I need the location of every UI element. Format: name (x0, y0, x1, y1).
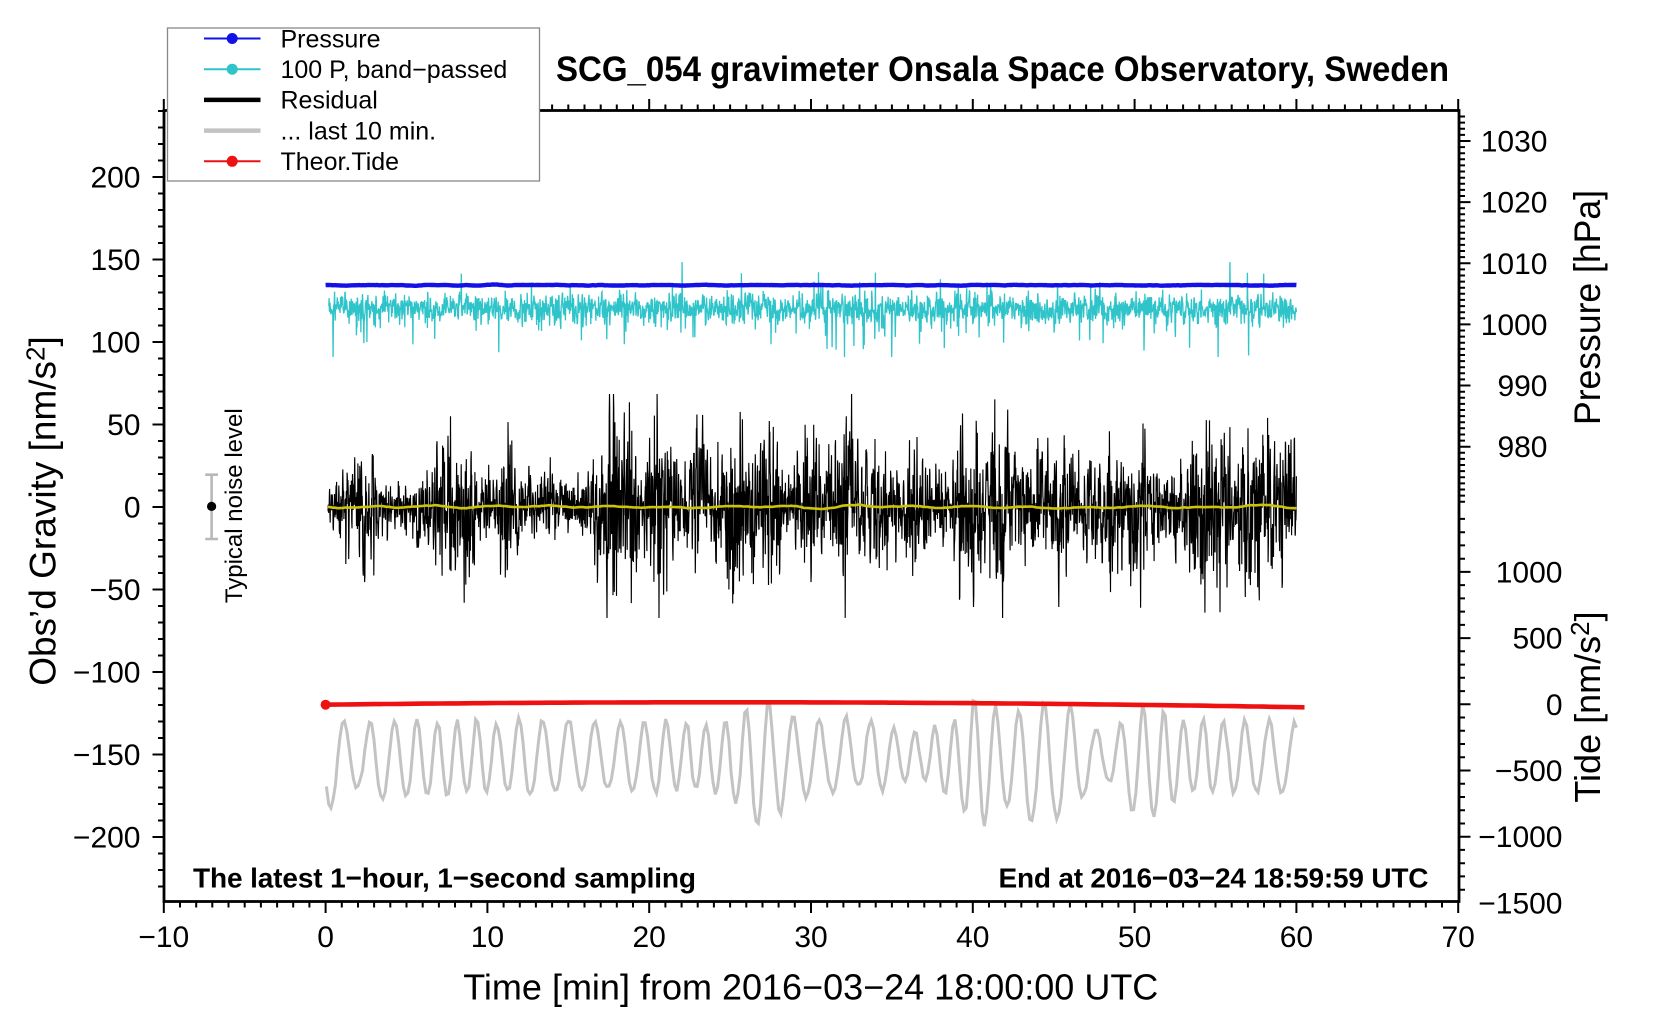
svg-text:Time [min] from 2016−03−24 18:: Time [min] from 2016−03−24 18:00:00 UTC (463, 967, 1158, 1008)
svg-text:30: 30 (794, 921, 827, 954)
svg-text:0: 0 (124, 492, 141, 525)
svg-text:500: 500 (1512, 623, 1562, 656)
svg-text:−200: −200 (73, 822, 141, 855)
svg-text:70: 70 (1442, 921, 1475, 954)
svg-text:SCG_054 gravimeter Onsala Spac: SCG_054 gravimeter Onsala Space Observat… (556, 50, 1449, 89)
svg-text:50: 50 (1118, 921, 1151, 954)
svg-text:Pressure [hPa]: Pressure [hPa] (1567, 190, 1608, 425)
svg-text:100 P, band−passed: 100 P, band−passed (281, 56, 508, 84)
svg-text:The latest 1−hour, 1−second sa: The latest 1−hour, 1−second sampling (193, 863, 696, 894)
svg-text:Typical noise level: Typical noise level (221, 408, 248, 603)
svg-text:−150: −150 (73, 739, 141, 772)
svg-text:0: 0 (317, 921, 334, 954)
svg-text:−100: −100 (73, 657, 141, 690)
svg-text:Obs’d Gravity [nm/s2]: Obs’d Gravity [nm/s2] (21, 336, 64, 686)
svg-text:Theor.Tide: Theor.Tide (281, 148, 400, 176)
svg-text:... last 10 min.: ... last 10 min. (281, 117, 437, 145)
svg-text:150: 150 (90, 244, 140, 277)
svg-text:1030: 1030 (1481, 126, 1548, 159)
svg-text:980: 980 (1497, 431, 1547, 464)
svg-text:990: 990 (1497, 370, 1547, 403)
svg-text:60: 60 (1280, 921, 1313, 954)
svg-text:1010: 1010 (1481, 248, 1548, 281)
svg-text:End at 2016−03−24 18:59:59 UTC: End at 2016−03−24 18:59:59 UTC (999, 863, 1429, 894)
svg-text:−1500: −1500 (1478, 887, 1562, 920)
svg-text:40: 40 (956, 921, 989, 954)
svg-text:10: 10 (471, 921, 504, 954)
svg-text:20: 20 (633, 921, 666, 954)
svg-text:−500: −500 (1495, 755, 1563, 788)
svg-text:−50: −50 (90, 574, 141, 607)
svg-text:0: 0 (1546, 689, 1563, 722)
svg-text:100: 100 (90, 327, 140, 360)
svg-text:−1000: −1000 (1478, 821, 1562, 854)
svg-text:200: 200 (90, 162, 140, 195)
svg-text:1000: 1000 (1481, 309, 1548, 342)
svg-text:1000: 1000 (1496, 556, 1563, 589)
svg-text:1020: 1020 (1481, 187, 1548, 220)
svg-text:Residual: Residual (281, 87, 378, 115)
svg-text:Pressure: Pressure (281, 25, 381, 53)
svg-text:Tide [nm/s2]: Tide [nm/s2] (1565, 611, 1608, 802)
svg-text:−10: −10 (138, 921, 189, 954)
svg-text:50: 50 (107, 409, 140, 442)
